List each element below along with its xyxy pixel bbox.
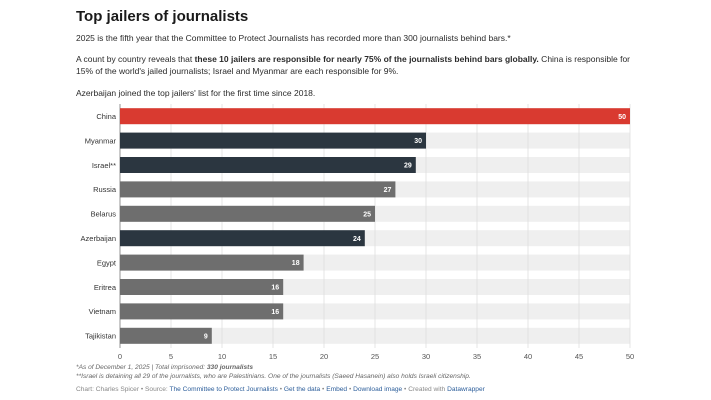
x-tick-label: 30 [422, 352, 430, 361]
category-label: Israel** [92, 161, 116, 170]
data-label: 9 [204, 333, 208, 340]
x-tick-label: 20 [320, 352, 328, 361]
data-label: 27 [384, 187, 392, 194]
footnote-total: 330 journalists [206, 364, 254, 371]
category-label: China [96, 112, 116, 121]
bar [120, 108, 630, 125]
bar [120, 181, 396, 198]
data-label: 50 [618, 114, 626, 121]
bar [120, 205, 375, 222]
x-tick-label: 15 [269, 352, 277, 361]
x-tick-label: 25 [371, 352, 379, 361]
description-highlight: these 10 jailers are responsible for nea… [194, 54, 539, 64]
bar [120, 254, 304, 271]
x-tick-label: 0 [118, 352, 122, 361]
credit-author: Chart: Charles Spicer • Source: [76, 386, 170, 393]
category-label: Tajikistan [85, 332, 116, 341]
data-label: 24 [353, 236, 361, 243]
chart-note: Azerbaijan joined the top jailers' list … [76, 88, 316, 98]
separator: • [277, 386, 284, 393]
category-label: Myanmar [85, 136, 117, 145]
x-tick-label: 40 [524, 352, 532, 361]
category-label: Azerbaijan [81, 234, 116, 243]
bar [120, 327, 212, 344]
chart-subtitle: 2025 is the fifth year that the Committe… [76, 33, 511, 43]
category-label: Russia [93, 185, 117, 194]
footnote-israel: **Israel is detaining all 29 of the jour… [76, 373, 471, 380]
download-image-link[interactable]: Download image [353, 386, 403, 393]
embed-link[interactable]: Embed [326, 386, 348, 393]
data-label: 16 [271, 309, 279, 316]
bar [120, 132, 426, 149]
separator: • [320, 386, 327, 393]
description-text-start: A count by country reveals that [76, 54, 195, 64]
category-label: Belarus [91, 210, 117, 219]
datawrapper-link[interactable]: Datawrapper [447, 386, 485, 393]
separator: • [402, 386, 409, 393]
data-label: 29 [404, 163, 412, 170]
data-label: 25 [363, 211, 371, 218]
footnote-date: *As of December 1, 2025 | Total imprison… [76, 364, 253, 371]
data-label: 18 [292, 260, 300, 267]
created-with-text: Created with [408, 386, 448, 393]
footnote-date-text: *As of December 1, 2025 | Total imprison… [76, 364, 207, 371]
chart-description: A count by country reveals that these 10… [76, 54, 636, 77]
bar [120, 230, 365, 247]
bar [120, 157, 416, 173]
get-data-link[interactable]: Get the data [283, 386, 321, 393]
source-link[interactable]: The Committee to Protect Journalists [169, 386, 278, 393]
data-label: 16 [271, 285, 279, 292]
bar [120, 303, 284, 320]
x-tick-label: 45 [575, 352, 583, 361]
category-label: Egypt [97, 258, 117, 267]
data-label: 30 [414, 138, 422, 145]
x-tick-label: 5 [169, 352, 173, 361]
description-text-end: China is responsible for 15% of the worl… [76, 54, 630, 76]
bar [120, 279, 284, 295]
x-tick-label: 10 [218, 352, 226, 361]
x-tick-label: 50 [626, 352, 634, 361]
separator: • [347, 386, 354, 393]
x-tick-label: 35 [473, 352, 481, 361]
credits-line: Chart: Charles Spicer • Source: The Comm… [76, 386, 485, 393]
category-label: Vietnam [89, 307, 116, 316]
category-label: Eritrea [94, 283, 117, 292]
chart-title: Top jailers of journalists [76, 8, 249, 25]
